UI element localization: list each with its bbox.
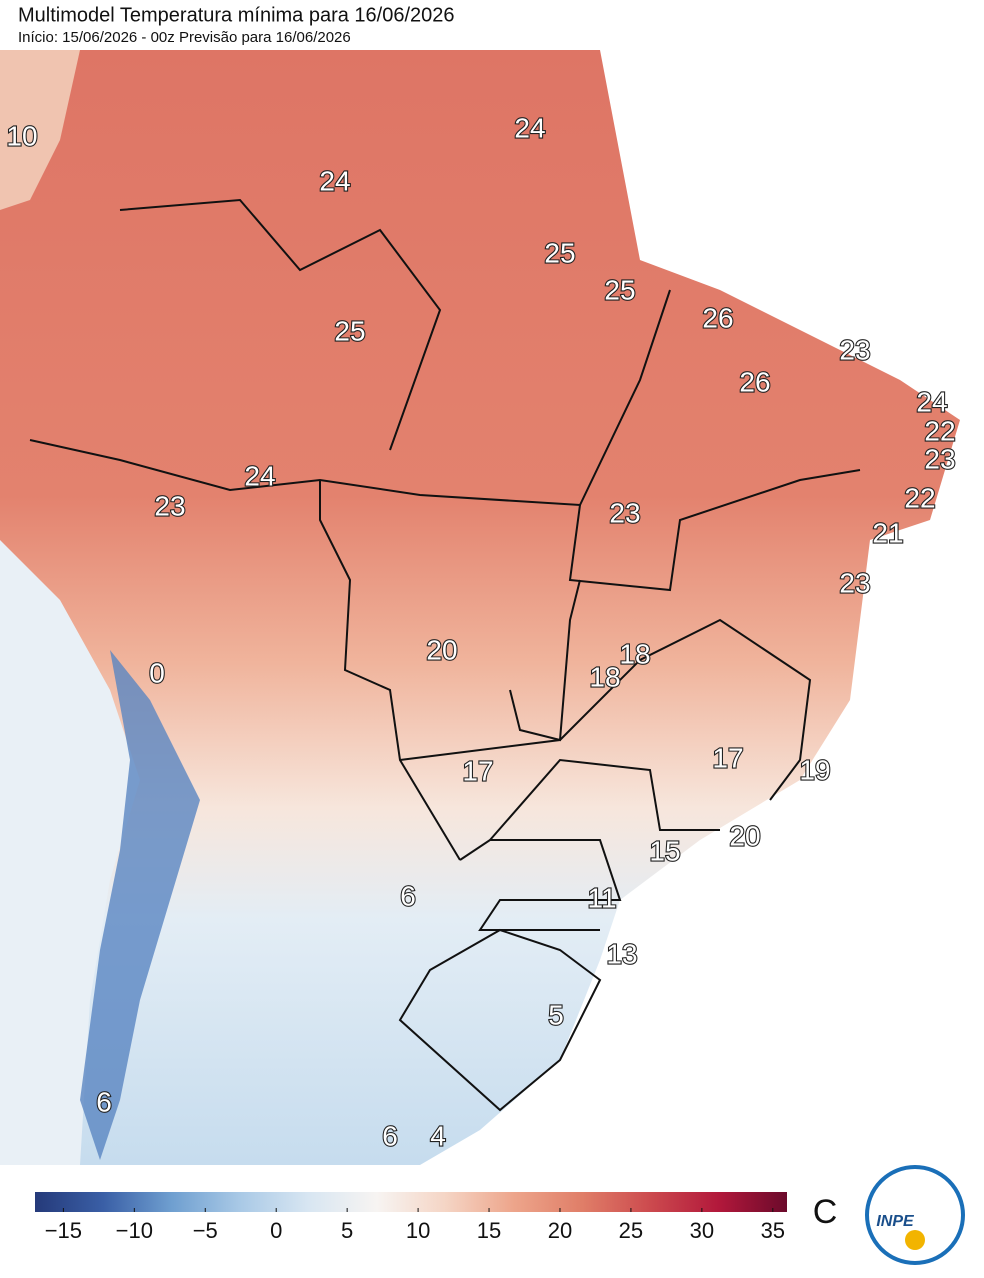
land bbox=[0, 50, 960, 1165]
temp-label: 6 bbox=[400, 880, 416, 911]
temp-label: 25 bbox=[334, 315, 365, 346]
logo-text: INPE bbox=[876, 1213, 915, 1230]
temp-label: 17 bbox=[712, 742, 743, 773]
temp-label: 10 bbox=[6, 120, 37, 151]
temp-label: 23 bbox=[154, 490, 185, 521]
temp-label: 23 bbox=[839, 567, 870, 598]
colorbar-tick-label: 0 bbox=[270, 1218, 282, 1243]
temp-label: 15 bbox=[649, 835, 680, 866]
temp-label: 4 bbox=[430, 1120, 446, 1151]
temp-label: 6 bbox=[382, 1120, 398, 1151]
temp-label: 11 bbox=[587, 882, 616, 913]
colorbar-tick-label: −15 bbox=[45, 1218, 82, 1243]
logo-sun bbox=[905, 1230, 925, 1250]
andes bbox=[80, 650, 200, 1160]
colorbar-tick-label: 25 bbox=[619, 1218, 643, 1243]
temp-label: 22 bbox=[904, 482, 935, 513]
temp-label: 22 bbox=[924, 415, 955, 446]
temp-label: 19 bbox=[799, 754, 830, 785]
title: Multimodel Temperatura mínima para 16/06… bbox=[18, 4, 455, 26]
temp-label: 23 bbox=[839, 334, 870, 365]
temp-label: 25 bbox=[604, 274, 635, 305]
colorbar-tick-label: 20 bbox=[548, 1218, 572, 1243]
temp-label: 23 bbox=[609, 497, 640, 528]
subtitle: Início: 15/06/2026 - 00z Previsão para 1… bbox=[18, 29, 351, 46]
colorbar bbox=[35, 1192, 787, 1212]
logo: INPE bbox=[865, 1165, 965, 1265]
temp-label: 0 bbox=[149, 657, 165, 688]
temp-label: 18 bbox=[589, 661, 620, 692]
colorbar-tick-label: 35 bbox=[761, 1218, 785, 1243]
map bbox=[0, 50, 984, 1170]
pacific-coast bbox=[0, 540, 140, 1165]
borders bbox=[29, 198, 861, 1112]
temp-label: 26 bbox=[739, 366, 770, 397]
temp-label: 21 bbox=[872, 517, 903, 548]
colorbar-tick-label: −10 bbox=[116, 1218, 153, 1243]
temp-label: 26 bbox=[702, 302, 733, 333]
temp-label: 18 bbox=[619, 638, 650, 669]
temp-label: 17 bbox=[462, 755, 493, 786]
temp-label: 20 bbox=[729, 820, 760, 851]
temp-label: 20 bbox=[426, 634, 457, 665]
temp-label: 23 bbox=[924, 443, 955, 474]
temp-label: 24 bbox=[319, 165, 350, 196]
temp-label: 13 bbox=[606, 938, 637, 969]
temp-label: 24 bbox=[244, 460, 275, 491]
colorbar-tick-label: 10 bbox=[406, 1218, 430, 1243]
colorbar-tick-label: 15 bbox=[477, 1218, 501, 1243]
temp-label: 6 bbox=[96, 1086, 112, 1117]
colorbar-tick-label: 30 bbox=[690, 1218, 714, 1243]
temp-label: 24 bbox=[916, 386, 947, 417]
colorbar-unit: C bbox=[813, 1193, 838, 1231]
north-andes bbox=[0, 50, 80, 210]
temp-label: 25 bbox=[544, 237, 575, 268]
colorbar-tick-label: −5 bbox=[193, 1218, 218, 1243]
logo-ring bbox=[865, 1165, 965, 1265]
temp-label: 5 bbox=[548, 999, 564, 1030]
colorbar-tick-label: 5 bbox=[341, 1218, 353, 1243]
temp-label: 24 bbox=[514, 112, 545, 143]
